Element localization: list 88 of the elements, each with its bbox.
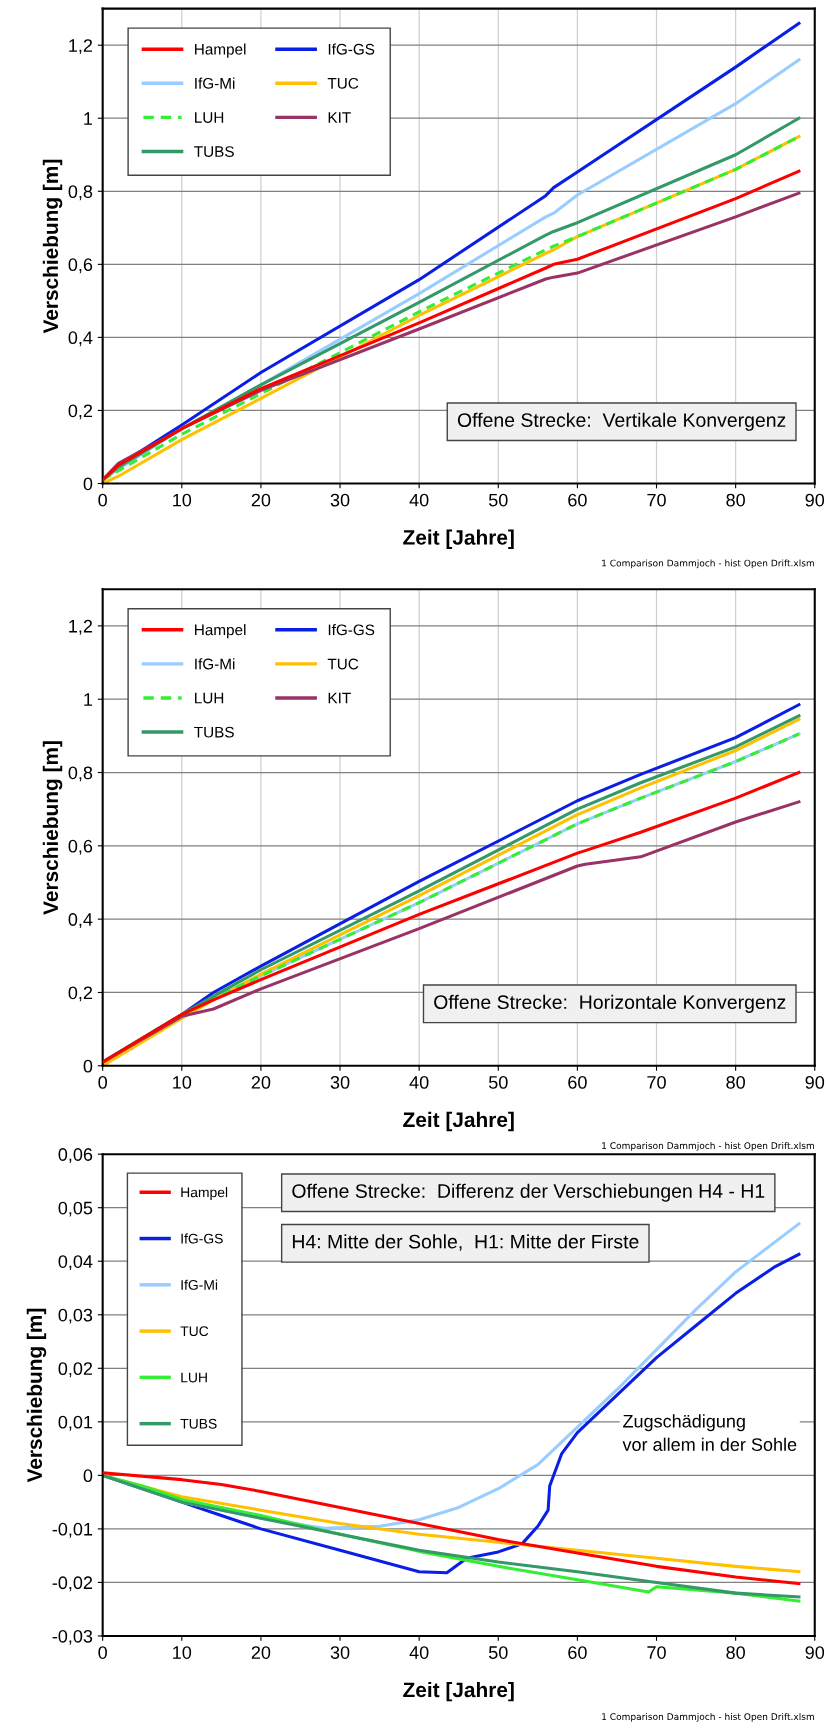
text: H4: Mitte der Sohle, H1: Mitte der Firste	[292, 1234, 639, 1251]
y-tick-label: 1,2	[69, 39, 93, 55]
y-tick-label: 0,05	[58, 1201, 93, 1217]
x-tick-label: 50	[488, 1075, 508, 1089]
y-tick-label: 0,8	[68, 185, 93, 201]
text: 1 Comparison Dammjoch - hist Open Drift.xlsm	[602, 1713, 814, 1722]
legend-label: TUBS	[194, 146, 234, 157]
x-tick-label: 10	[173, 1646, 192, 1659]
text: Offene Strecke: Vertikale Konvergenz	[457, 412, 786, 431]
x-tick-label: 50	[488, 493, 508, 507]
y-tick-label: 0,6	[68, 839, 93, 855]
x-tick-label: 0	[98, 1646, 107, 1659]
y-tick-label: 0,06	[58, 1148, 93, 1164]
y-tick-label: 1	[84, 693, 93, 706]
x-tick-label: 60	[568, 493, 587, 507]
text: 1 Comparison Dammjoch - hist Open Drift.xlsm	[602, 1142, 814, 1151]
y-tick-label: 0,6	[68, 258, 93, 274]
legend-label: TUBS	[180, 1418, 217, 1429]
x-tick-label: 40	[409, 493, 429, 507]
y-tick-label: 0,01	[58, 1415, 93, 1431]
x-tick-label: 20	[251, 1075, 271, 1089]
x-tick-label: 0	[98, 1075, 107, 1089]
x-tick-label: 90	[805, 1075, 825, 1089]
y-tick-label: 0,04	[58, 1255, 93, 1271]
x-tick-label: 20	[251, 1646, 271, 1659]
x-tick-label: 70	[647, 1646, 666, 1659]
legend-label: LUH	[195, 692, 224, 704]
y-axis-title: Verschiebung [m]	[42, 741, 63, 915]
y-tick-label: -0,02	[52, 1576, 93, 1592]
y-tick-label: 0	[83, 477, 93, 491]
x-tick-label: 60	[568, 1646, 587, 1659]
text: Offene Strecke: Differenz der Verschiebungen H4 - H1	[292, 1183, 765, 1202]
y-tick-label: 0	[83, 1059, 93, 1073]
x-tick-label: 30	[330, 1075, 350, 1089]
legend-label: KIT	[328, 112, 351, 123]
x-tick-label: 10	[173, 493, 192, 507]
legend-label: TUC	[327, 658, 359, 670]
y-tick-label: -0,01	[52, 1522, 93, 1538]
y-tick-label: 1,2	[69, 619, 93, 635]
y-tick-label: 0,2	[68, 986, 93, 1002]
legend-label: TUC	[327, 77, 359, 89]
legend-label: IfG-GS	[328, 43, 375, 55]
y-axis-title: Verschiebung [m]	[42, 159, 63, 334]
x-tick-label: 90	[805, 493, 825, 507]
x-tick-label: 20	[251, 493, 271, 507]
y-tick-label: 0,2	[68, 404, 93, 420]
text: 1 Comparison Dammjoch - hist Open Drift.xlsm	[602, 559, 814, 569]
legend-label: IfG-GS	[181, 1233, 223, 1244]
y-tick-label: 0,4	[68, 913, 93, 929]
x-tick-label: 80	[726, 1075, 745, 1089]
legend-label: IfG-Mi	[195, 77, 235, 89]
x-tick-label: 80	[726, 1646, 745, 1659]
annotation: Zugschädigung vor allem in der Sohle	[622, 1414, 797, 1451]
x-tick-label: 50	[488, 1646, 508, 1659]
x-tick-label: 0	[98, 493, 107, 507]
x-axis-title: Zeit [Jahre]	[403, 529, 514, 549]
x-tick-label: 30	[330, 493, 350, 507]
legend-label: LUH	[195, 112, 224, 123]
legend-label: KIT	[328, 692, 351, 704]
legend-label: TUBS	[194, 726, 234, 738]
text: Offene Strecke: Horizontale Konvergenz	[434, 994, 786, 1013]
x-tick-label: 70	[647, 1075, 666, 1089]
x-tick-label: 70	[647, 493, 666, 507]
y-tick-label: 0,8	[68, 766, 93, 782]
y-tick-label: 0,02	[58, 1362, 93, 1378]
legend-label: IfG-Mi	[181, 1279, 218, 1290]
x-tick-label: 40	[409, 1075, 429, 1089]
y-tick-label: 0,4	[68, 331, 93, 347]
x-tick-label: 80	[726, 493, 745, 507]
x-tick-label: 30	[330, 1646, 350, 1659]
y-tick-label: 0,03	[58, 1308, 93, 1324]
y-tick-label: 0	[83, 1469, 93, 1483]
y-tick-label: -0,03	[52, 1629, 93, 1645]
x-axis-title: Zeit [Jahre]	[403, 1111, 514, 1132]
legend-label: Hampel	[195, 624, 246, 639]
legend-label: Hampel	[195, 43, 246, 58]
x-tick-label: 90	[805, 1646, 825, 1659]
legend-label: Hampel	[181, 1187, 228, 1200]
y-axis-title: Verschiebung [m]	[26, 1308, 47, 1483]
legend-label: IfG-GS	[328, 624, 375, 636]
x-axis-title: Zeit [Jahre]	[403, 1681, 514, 1702]
legend-label: IfG-Mi	[195, 658, 235, 670]
legend-label: TUC	[180, 1326, 209, 1337]
x-tick-label: 60	[568, 1075, 587, 1089]
legend-label: LUH	[181, 1372, 207, 1383]
x-tick-label: 40	[409, 1646, 429, 1659]
x-tick-label: 10	[173, 1075, 192, 1089]
y-tick-label: 1	[84, 112, 93, 125]
